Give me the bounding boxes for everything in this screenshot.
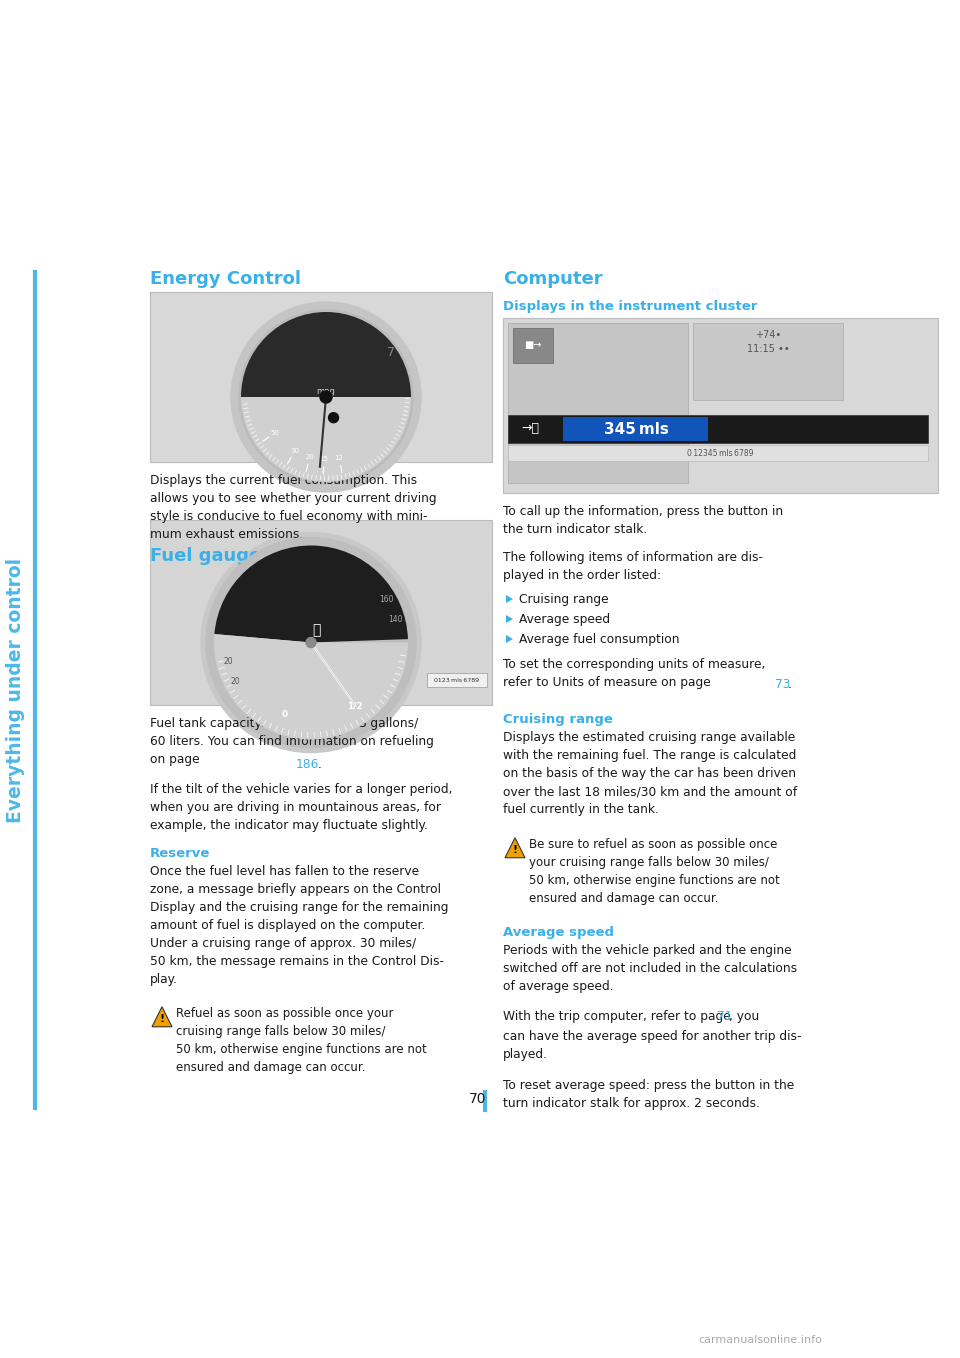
Text: Cruising range: Cruising range [519,593,609,606]
Text: 15: 15 [320,456,328,462]
Polygon shape [506,636,513,642]
Text: Average speed: Average speed [503,926,614,938]
Text: Be sure to refuel as soon as possible once
your cruising range falls below 30 mi: Be sure to refuel as soon as possible on… [529,838,780,904]
Text: Energy Control: Energy Control [150,270,301,288]
Text: 30: 30 [291,448,300,454]
Polygon shape [152,1006,172,1027]
Circle shape [320,391,332,403]
Text: Displays in the instrument cluster: Displays in the instrument cluster [503,300,757,312]
Wedge shape [241,397,411,482]
Polygon shape [505,838,525,858]
Text: 70: 70 [469,1092,487,1105]
Text: carmanualsonline.info: carmanualsonline.info [698,1335,822,1344]
Bar [508,323,688,483]
Text: Displays the estimated cruising range available
with the remaining fuel. The ran: Displays the estimated cruising range av… [503,732,797,816]
Text: ■→: ■→ [524,340,541,350]
Text: 0123 mls 6789: 0123 mls 6789 [435,678,480,683]
Text: 0 12345 mls 6789: 0 12345 mls 6789 [687,448,754,458]
Text: Computer: Computer [503,270,603,288]
Circle shape [231,301,421,492]
Circle shape [239,310,413,483]
Text: .: . [788,678,792,691]
Text: Refuel as soon as possible once your
cruising range falls below 30 miles/
50 km,: Refuel as soon as possible once your cru… [176,1006,427,1074]
Text: !: ! [159,1014,164,1024]
Bar [150,520,492,705]
Text: 7: 7 [387,345,395,359]
Text: 1/2: 1/2 [348,701,363,710]
Text: Fuel gauge: Fuel gauge [150,547,261,565]
Circle shape [201,532,421,752]
Text: , you: , you [729,1010,759,1023]
Text: Reserve: Reserve [150,847,210,860]
Text: 160: 160 [379,595,394,603]
Bar [563,417,708,441]
Bar [513,329,553,363]
Text: 12: 12 [334,455,344,460]
Polygon shape [506,595,513,603]
Wedge shape [214,546,408,642]
Text: 20: 20 [224,657,233,667]
Wedge shape [241,312,411,397]
Text: mpg: mpg [317,387,335,397]
Circle shape [328,413,339,422]
Circle shape [306,637,316,648]
Bar [503,318,938,493]
Bar [150,292,492,462]
Text: can have the average speed for another trip dis-
played.: can have the average speed for another t… [503,1031,802,1061]
Text: With the trip computer, refer to page: With the trip computer, refer to page [503,1010,734,1023]
Text: Average speed: Average speed [519,612,611,626]
Text: 20: 20 [305,454,314,460]
Bar [508,416,928,443]
Text: If the tilt of the vehicle varies for a longer period,
when you are driving in m: If the tilt of the vehicle varies for a … [150,782,452,831]
Text: +74•: +74• [755,330,781,340]
Text: ⛽: ⛽ [312,623,321,637]
Text: Fuel tank capacity: approx. 15.9 US gallons/
60 liters. You can find information: Fuel tank capacity: approx. 15.9 US gall… [150,717,434,766]
Text: Periods with the vehicle parked and the engine
switched off are not included in : Periods with the vehicle parked and the … [503,944,797,993]
Circle shape [206,538,416,747]
Text: To set the corresponding units of measure,
refer to Units of measure on page: To set the corresponding units of measur… [503,659,765,689]
Text: 186: 186 [296,758,320,770]
Text: 345 mls: 345 mls [604,421,668,436]
Text: 20: 20 [230,676,240,686]
Wedge shape [214,634,408,740]
Text: 73: 73 [775,678,790,691]
Text: Displays the current fuel consumption. This
allows you to see whether your curre: Displays the current fuel consumption. T… [150,474,437,540]
Text: Everything under control: Everything under control [7,557,26,823]
Text: .: . [318,758,322,770]
Text: 50: 50 [271,429,279,436]
Polygon shape [506,615,513,623]
Text: 0: 0 [281,710,288,720]
Text: The following items of information are dis-
played in the order listed:: The following items of information are d… [503,550,763,581]
Text: Average fuel consumption: Average fuel consumption [519,633,680,646]
Text: To reset average speed: press the button in the
turn indicator stalk for approx.: To reset average speed: press the button… [503,1078,794,1109]
Text: 11:15 ••: 11:15 •• [747,344,789,354]
Bar [427,674,487,687]
Text: To call up the information, press the button in
the turn indicator stalk.: To call up the information, press the bu… [503,505,783,536]
Text: 71: 71 [717,1010,732,1023]
Text: Once the fuel level has fallen to the reserve
zone, a message briefly appears on: Once the fuel level has fallen to the re… [150,865,448,986]
Bar [508,445,928,460]
Text: !: ! [513,845,517,854]
Text: 140: 140 [388,615,402,625]
Bar [693,323,843,401]
Text: →⛽: →⛽ [521,422,539,436]
Text: Cruising range: Cruising range [503,713,612,727]
